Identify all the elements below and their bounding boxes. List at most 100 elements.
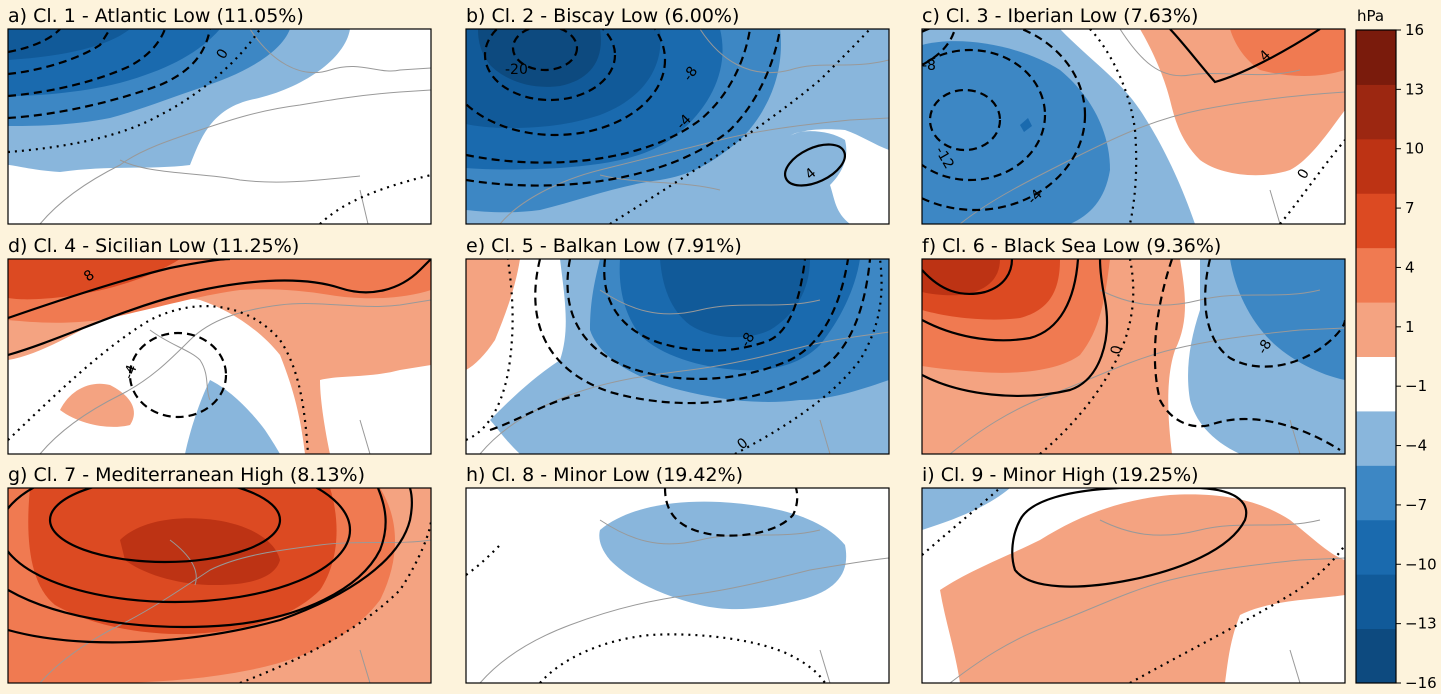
field-band-red bbox=[8, 259, 180, 300]
colorbar-box bbox=[1356, 138, 1396, 194]
contours bbox=[466, 488, 826, 683]
coastlines bbox=[39, 539, 431, 683]
panel-title: b) Cl. 2 - Biscay Low (6.00%) bbox=[466, 5, 739, 27]
panel-title: a) Cl. 1 - Atlantic Low (11.05%) bbox=[8, 5, 304, 27]
field-band-light-blue bbox=[922, 488, 1010, 530]
panel-5: e) Cl. 5 - Balkan Low (7.91%) -8 0 bbox=[465, 235, 890, 455]
panel-frame bbox=[465, 487, 890, 684]
contour-line bbox=[128, 331, 228, 419]
colorbar-tick-label: 13 bbox=[1405, 80, 1424, 98]
contour-labels: 0 -8 bbox=[1108, 337, 1275, 357]
colorbar-tick-label: −1 bbox=[1405, 377, 1427, 395]
contour-line bbox=[663, 488, 799, 537]
contour-label: -8 bbox=[738, 330, 759, 350]
colorbar-tick-label: 1 bbox=[1405, 318, 1415, 336]
coastlines bbox=[499, 29, 889, 224]
coastlines bbox=[39, 299, 431, 454]
field-band-dark-blue bbox=[8, 29, 130, 60]
panel-frame bbox=[921, 28, 1346, 225]
colorbar-box bbox=[1356, 519, 1396, 575]
field-band-light-blue bbox=[599, 501, 847, 610]
colorbar-box bbox=[1356, 247, 1396, 303]
contour-line bbox=[511, 29, 579, 72]
contour-line bbox=[466, 259, 514, 442]
contour-line bbox=[534, 259, 872, 405]
colorbar-box bbox=[1356, 30, 1396, 85]
contour-line bbox=[566, 259, 850, 380]
pressure-field bbox=[466, 488, 889, 683]
colorbar-boxes bbox=[1356, 30, 1396, 684]
field-band-salmon bbox=[466, 259, 520, 370]
panel-title: h) Cl. 8 - Minor Low (19.42%) bbox=[466, 464, 743, 486]
contour-label: -20 bbox=[505, 62, 528, 78]
field-band-salmon-patch bbox=[60, 383, 134, 427]
contour-line bbox=[48, 488, 282, 564]
contour-line bbox=[466, 29, 752, 164]
colorbar-tick-label: −4 bbox=[1405, 437, 1427, 455]
pressure-field bbox=[922, 488, 1345, 683]
contour-line bbox=[784, 143, 846, 187]
contour-line bbox=[922, 259, 1014, 296]
colorbar-box bbox=[1356, 574, 1396, 630]
coastlines bbox=[959, 29, 1345, 224]
contour-line bbox=[922, 259, 1080, 342]
contour-line bbox=[483, 29, 617, 102]
colorbar-tick-label: −10 bbox=[1405, 555, 1437, 573]
panel-2: b) Cl. 2 - Biscay Low (6.00%) -20 -8 bbox=[465, 5, 890, 225]
contour-label: -4 bbox=[121, 363, 141, 382]
colorbar-tick-label: 16 bbox=[1405, 21, 1424, 39]
panel-frame bbox=[921, 487, 1346, 684]
contour-line bbox=[466, 29, 782, 187]
colorbar-box bbox=[1356, 628, 1396, 684]
contour-line bbox=[1011, 488, 1248, 588]
contour-line bbox=[8, 29, 61, 54]
panel-9: i) Cl. 9 - Minor High (19.25%) bbox=[921, 464, 1346, 684]
contour-line bbox=[8, 29, 167, 98]
contours bbox=[922, 29, 1345, 224]
contour-line bbox=[8, 305, 310, 454]
colorbar-tick-label: −13 bbox=[1405, 615, 1437, 633]
panel-3: c) Cl. 3 - Iberian Low (7.63%) -8 -12 bbox=[921, 5, 1346, 225]
coastlines bbox=[479, 289, 889, 454]
colorbar-unit: hPa bbox=[1357, 7, 1384, 25]
coastlines bbox=[949, 289, 1345, 454]
coastlines bbox=[479, 519, 889, 683]
panel-frame bbox=[465, 28, 890, 225]
contour-line bbox=[1153, 259, 1341, 451]
panel-title: i) Cl. 9 - Minor High (19.25%) bbox=[922, 464, 1199, 486]
colorbar-box bbox=[1356, 410, 1396, 466]
panel-title: c) Cl. 3 - Iberian Low (7.63%) bbox=[922, 5, 1198, 27]
contour-line bbox=[734, 259, 883, 454]
colorbar-tick-label: −7 bbox=[1405, 496, 1427, 514]
contours bbox=[466, 259, 883, 454]
contours bbox=[8, 488, 431, 683]
contour-line bbox=[8, 488, 413, 644]
contour-line bbox=[1089, 29, 1138, 224]
colorbar-box bbox=[1356, 84, 1396, 140]
field-band-light-blue bbox=[185, 380, 280, 454]
contour-line bbox=[539, 633, 826, 683]
panel-frame bbox=[7, 487, 432, 684]
colorbar-tick-label: 4 bbox=[1405, 258, 1415, 276]
contour-line bbox=[922, 259, 1109, 397]
contour-label: 0 bbox=[1108, 344, 1125, 356]
field-band-medium-blue bbox=[922, 41, 1110, 224]
pressure-field bbox=[466, 259, 889, 454]
panel-7: g) Cl. 7 - Mediterranean High (8.13%) bbox=[7, 464, 432, 684]
panel-title: d) Cl. 4 - Sicilian Low (11.25%) bbox=[8, 235, 299, 257]
field-band-medium-blue bbox=[1230, 259, 1345, 380]
colorbar-tick-label: −16 bbox=[1405, 674, 1437, 692]
pressure-field bbox=[8, 29, 431, 224]
panel-title: f) Cl. 6 - Black Sea Low (9.36%) bbox=[922, 235, 1221, 257]
colorbar: hPa 16 13 10 7 4 1 −1 −4 −7 −10 −13 −16 bbox=[1355, 7, 1437, 692]
coastlines bbox=[39, 29, 431, 224]
panel-frame bbox=[465, 258, 890, 455]
colorbar-tick-label: 10 bbox=[1405, 140, 1424, 158]
contours bbox=[922, 488, 1345, 683]
contour-line bbox=[1204, 259, 1345, 368]
field-band-darkest-blue bbox=[478, 29, 601, 87]
contours bbox=[8, 259, 431, 454]
contours bbox=[8, 29, 431, 224]
panel-frame bbox=[7, 28, 432, 225]
contour-line bbox=[603, 259, 807, 352]
